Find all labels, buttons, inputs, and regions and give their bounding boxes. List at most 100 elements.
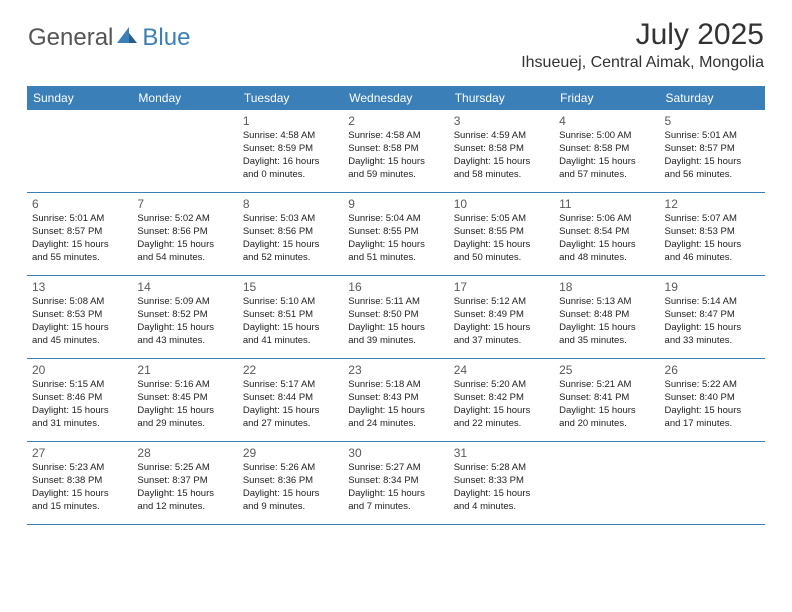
- day-info-line: Daylight: 15 hours: [243, 405, 338, 418]
- day-info-line: Sunrise: 5:17 AM: [243, 379, 338, 392]
- day-info-line: Sunrise: 5:25 AM: [137, 462, 232, 475]
- weeks-container: 1Sunrise: 4:58 AMSunset: 8:59 PMDaylight…: [27, 110, 765, 525]
- day-info-line: and 59 minutes.: [348, 169, 443, 182]
- day-number: 31: [454, 445, 549, 461]
- day-info-line: and 58 minutes.: [454, 169, 549, 182]
- day-info-line: and 55 minutes.: [32, 252, 127, 265]
- day-info-line: Sunrise: 5:11 AM: [348, 296, 443, 309]
- page-header: General Blue July 2025 Ihsueuej, Central…: [0, 0, 792, 78]
- day-number: 12: [665, 196, 760, 212]
- day-info-line: Sunset: 8:54 PM: [559, 226, 654, 239]
- day-info-line: Daylight: 16 hours: [243, 156, 338, 169]
- day-number: 30: [348, 445, 443, 461]
- day-info-line: Sunset: 8:48 PM: [559, 309, 654, 322]
- logo-text-general: General: [28, 24, 113, 52]
- day-info-line: Sunset: 8:45 PM: [137, 392, 232, 405]
- week-row: 1Sunrise: 4:58 AMSunset: 8:59 PMDaylight…: [27, 110, 765, 193]
- day-info-line: Daylight: 15 hours: [137, 488, 232, 501]
- day-cell: 23Sunrise: 5:18 AMSunset: 8:43 PMDayligh…: [343, 359, 448, 441]
- day-cell: 31Sunrise: 5:28 AMSunset: 8:33 PMDayligh…: [449, 442, 554, 524]
- day-cell: 13Sunrise: 5:08 AMSunset: 8:53 PMDayligh…: [27, 276, 132, 358]
- day-info-line: Sunset: 8:58 PM: [454, 143, 549, 156]
- day-info-line: Daylight: 15 hours: [137, 239, 232, 252]
- day-number: 4: [559, 113, 654, 129]
- day-info-line: and 4 minutes.: [454, 501, 549, 514]
- day-info-line: Daylight: 15 hours: [665, 322, 760, 335]
- day-info-line: Sunrise: 5:28 AM: [454, 462, 549, 475]
- day-number: 27: [32, 445, 127, 461]
- day-info-line: Daylight: 15 hours: [665, 239, 760, 252]
- day-cell: 4Sunrise: 5:00 AMSunset: 8:58 PMDaylight…: [554, 110, 659, 192]
- dow-thursday: Thursday: [449, 86, 554, 110]
- day-number: 19: [665, 279, 760, 295]
- day-info-line: and 45 minutes.: [32, 335, 127, 348]
- day-info-line: Sunrise: 5:22 AM: [665, 379, 760, 392]
- day-info-line: Sunrise: 5:12 AM: [454, 296, 549, 309]
- day-info-line: Sunrise: 5:15 AM: [32, 379, 127, 392]
- day-cell: 29Sunrise: 5:26 AMSunset: 8:36 PMDayligh…: [238, 442, 343, 524]
- day-cell: 21Sunrise: 5:16 AMSunset: 8:45 PMDayligh…: [132, 359, 237, 441]
- day-info-line: Daylight: 15 hours: [454, 488, 549, 501]
- day-info-line: Daylight: 15 hours: [454, 405, 549, 418]
- day-info-line: Sunrise: 5:26 AM: [243, 462, 338, 475]
- day-cell: 27Sunrise: 5:23 AMSunset: 8:38 PMDayligh…: [27, 442, 132, 524]
- day-number: 10: [454, 196, 549, 212]
- day-info-line: Daylight: 15 hours: [559, 239, 654, 252]
- day-info-line: Daylight: 15 hours: [665, 405, 760, 418]
- day-info-line: and 41 minutes.: [243, 335, 338, 348]
- day-info-line: Sunset: 8:51 PM: [243, 309, 338, 322]
- day-cell: [132, 110, 237, 192]
- day-info-line: Daylight: 15 hours: [348, 239, 443, 252]
- logo: General Blue: [28, 24, 190, 52]
- day-info-line: Daylight: 15 hours: [454, 156, 549, 169]
- day-info-line: Sunrise: 5:16 AM: [137, 379, 232, 392]
- day-info-line: Daylight: 15 hours: [454, 322, 549, 335]
- day-info-line: and 37 minutes.: [454, 335, 549, 348]
- day-cell: 26Sunrise: 5:22 AMSunset: 8:40 PMDayligh…: [660, 359, 765, 441]
- day-number: 5: [665, 113, 760, 129]
- day-cell: 20Sunrise: 5:15 AMSunset: 8:46 PMDayligh…: [27, 359, 132, 441]
- dow-saturday: Saturday: [660, 86, 765, 110]
- day-cell: [660, 442, 765, 524]
- day-cell: 3Sunrise: 4:59 AMSunset: 8:58 PMDaylight…: [449, 110, 554, 192]
- dow-wednesday: Wednesday: [343, 86, 448, 110]
- day-cell: 11Sunrise: 5:06 AMSunset: 8:54 PMDayligh…: [554, 193, 659, 275]
- day-info-line: Daylight: 15 hours: [348, 156, 443, 169]
- day-info-line: Sunrise: 4:58 AM: [243, 130, 338, 143]
- day-number: 15: [243, 279, 338, 295]
- day-info-line: and 52 minutes.: [243, 252, 338, 265]
- day-info-line: Sunrise: 4:59 AM: [454, 130, 549, 143]
- day-info-line: and 56 minutes.: [665, 169, 760, 182]
- day-cell: 12Sunrise: 5:07 AMSunset: 8:53 PMDayligh…: [660, 193, 765, 275]
- day-cell: 9Sunrise: 5:04 AMSunset: 8:55 PMDaylight…: [343, 193, 448, 275]
- day-info-line: Sunrise: 5:09 AM: [137, 296, 232, 309]
- day-info-line: Daylight: 15 hours: [348, 488, 443, 501]
- day-info-line: Sunset: 8:43 PM: [348, 392, 443, 405]
- day-number: 24: [454, 362, 549, 378]
- day-info-line: Daylight: 15 hours: [559, 156, 654, 169]
- day-info-line: and 33 minutes.: [665, 335, 760, 348]
- day-number: 16: [348, 279, 443, 295]
- day-info-line: Daylight: 15 hours: [137, 322, 232, 335]
- day-info-line: Sunset: 8:40 PM: [665, 392, 760, 405]
- day-info-line: Sunset: 8:53 PM: [32, 309, 127, 322]
- day-info-line: Sunrise: 5:05 AM: [454, 213, 549, 226]
- day-info-line: Sunrise: 5:13 AM: [559, 296, 654, 309]
- location-text: Ihsueuej, Central Aimak, Mongolia: [521, 54, 764, 72]
- day-number: 25: [559, 362, 654, 378]
- day-info-line: Daylight: 15 hours: [454, 239, 549, 252]
- day-info-line: Sunset: 8:56 PM: [137, 226, 232, 239]
- day-info-line: Sunrise: 5:14 AM: [665, 296, 760, 309]
- day-info-line: and 48 minutes.: [559, 252, 654, 265]
- day-info-line: and 57 minutes.: [559, 169, 654, 182]
- day-info-line: Sunrise: 5:00 AM: [559, 130, 654, 143]
- day-info-line: and 15 minutes.: [32, 501, 127, 514]
- day-info-line: Sunset: 8:42 PM: [454, 392, 549, 405]
- day-info-line: Sunrise: 5:18 AM: [348, 379, 443, 392]
- day-info-line: Sunrise: 5:01 AM: [665, 130, 760, 143]
- day-cell: 10Sunrise: 5:05 AMSunset: 8:55 PMDayligh…: [449, 193, 554, 275]
- day-cell: 28Sunrise: 5:25 AMSunset: 8:37 PMDayligh…: [132, 442, 237, 524]
- day-number: 8: [243, 196, 338, 212]
- day-cell: 17Sunrise: 5:12 AMSunset: 8:49 PMDayligh…: [449, 276, 554, 358]
- dow-tuesday: Tuesday: [238, 86, 343, 110]
